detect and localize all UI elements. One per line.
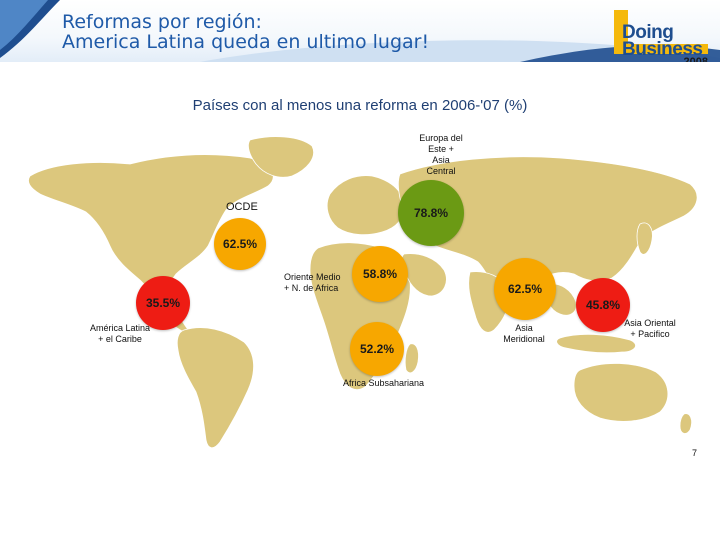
label-europe-central-asia: Europa del Este + Asia Central: [408, 133, 474, 177]
label-south-asia: Asia Meridional: [496, 323, 552, 345]
map-subtitle: Países con al menos una reforma en 2006-…: [192, 97, 528, 114]
bubble-south-asia: 62.5%: [494, 258, 556, 320]
label-east-asia-pacific-line-2: + Pacifico: [630, 329, 670, 339]
page-number: 7: [692, 448, 698, 458]
landmass-australia: [573, 363, 669, 422]
value-mena: 58.8%: [362, 267, 398, 281]
logo-word-business: Business: [622, 39, 703, 60]
landmass-new-zealand: [679, 413, 692, 434]
slide-title-line-2: America Latina queda en ultimo lugar!: [62, 31, 430, 53]
value-latin-america: 35.5%: [145, 296, 181, 310]
bubble-europe-central-asia: 78.8%: [398, 180, 464, 246]
label-sub-saharan-africa: Africa Subsahariana: [343, 378, 425, 388]
landmass-japan: [636, 222, 653, 255]
landmass-north-america: [28, 154, 274, 295]
bubble-east-asia-pacific: 45.8%: [576, 278, 630, 332]
landmass-greenland: [248, 136, 314, 178]
label-oecd: OCDE: [226, 201, 258, 213]
label-south-asia-line-2: Meridional: [503, 334, 545, 344]
landmass-europe: [326, 175, 405, 236]
label-south-asia-line-1: Asia: [515, 323, 533, 333]
logo-year: 2008: [683, 56, 708, 62]
label-east-asia-pacific: Asia Oriental + Pacifico: [616, 318, 684, 340]
bubble-oecd: 62.5%: [214, 218, 266, 270]
label-latin-america-line-1: América Latina: [89, 323, 151, 333]
label-east-asia-pacific-line-1: Asia Oriental: [624, 318, 676, 328]
value-south-asia: 62.5%: [507, 282, 543, 296]
label-latin-america-line-2: + el Caribe: [98, 334, 142, 344]
value-sub-saharan-africa: 52.2%: [359, 342, 395, 356]
label-mena-line-1: Oriente Medio: [284, 272, 341, 282]
label-latin-america: América Latina + el Caribe: [80, 323, 160, 345]
label-europe-central-asia-line-2: Este +: [428, 144, 454, 154]
landmass-indonesia: [556, 333, 636, 354]
label-europe-central-asia-line-1: Europa del: [419, 133, 463, 143]
logo-word-doing: Doing: [622, 22, 674, 43]
label-mena-line-2: + N. de Africa: [284, 283, 339, 293]
landmass-madagascar: [404, 343, 419, 374]
label-mena: Oriente Medio + N. de Africa: [284, 272, 341, 294]
doing-business-logo: Doing Business 2008: [614, 10, 710, 62]
label-europe-central-asia-line-3: Asia: [432, 155, 450, 165]
label-europe-central-asia-line-4: Central: [426, 166, 456, 176]
value-europe-central-asia: 78.8%: [413, 206, 449, 220]
landmass-south-america: [176, 327, 254, 449]
bubble-latin-america: 35.5%: [136, 276, 190, 330]
slide-title-line-1: Reformas por región:: [62, 11, 262, 33]
landmass-asia: [397, 156, 698, 297]
value-oecd: 62.5%: [222, 237, 258, 251]
bubble-mena: 58.8%: [352, 246, 408, 302]
slide-header: Reformas por región: America Latina qued…: [0, 0, 720, 62]
bubble-sub-saharan-africa: 52.2%: [350, 322, 404, 376]
value-east-asia-pacific: 45.8%: [585, 298, 621, 312]
